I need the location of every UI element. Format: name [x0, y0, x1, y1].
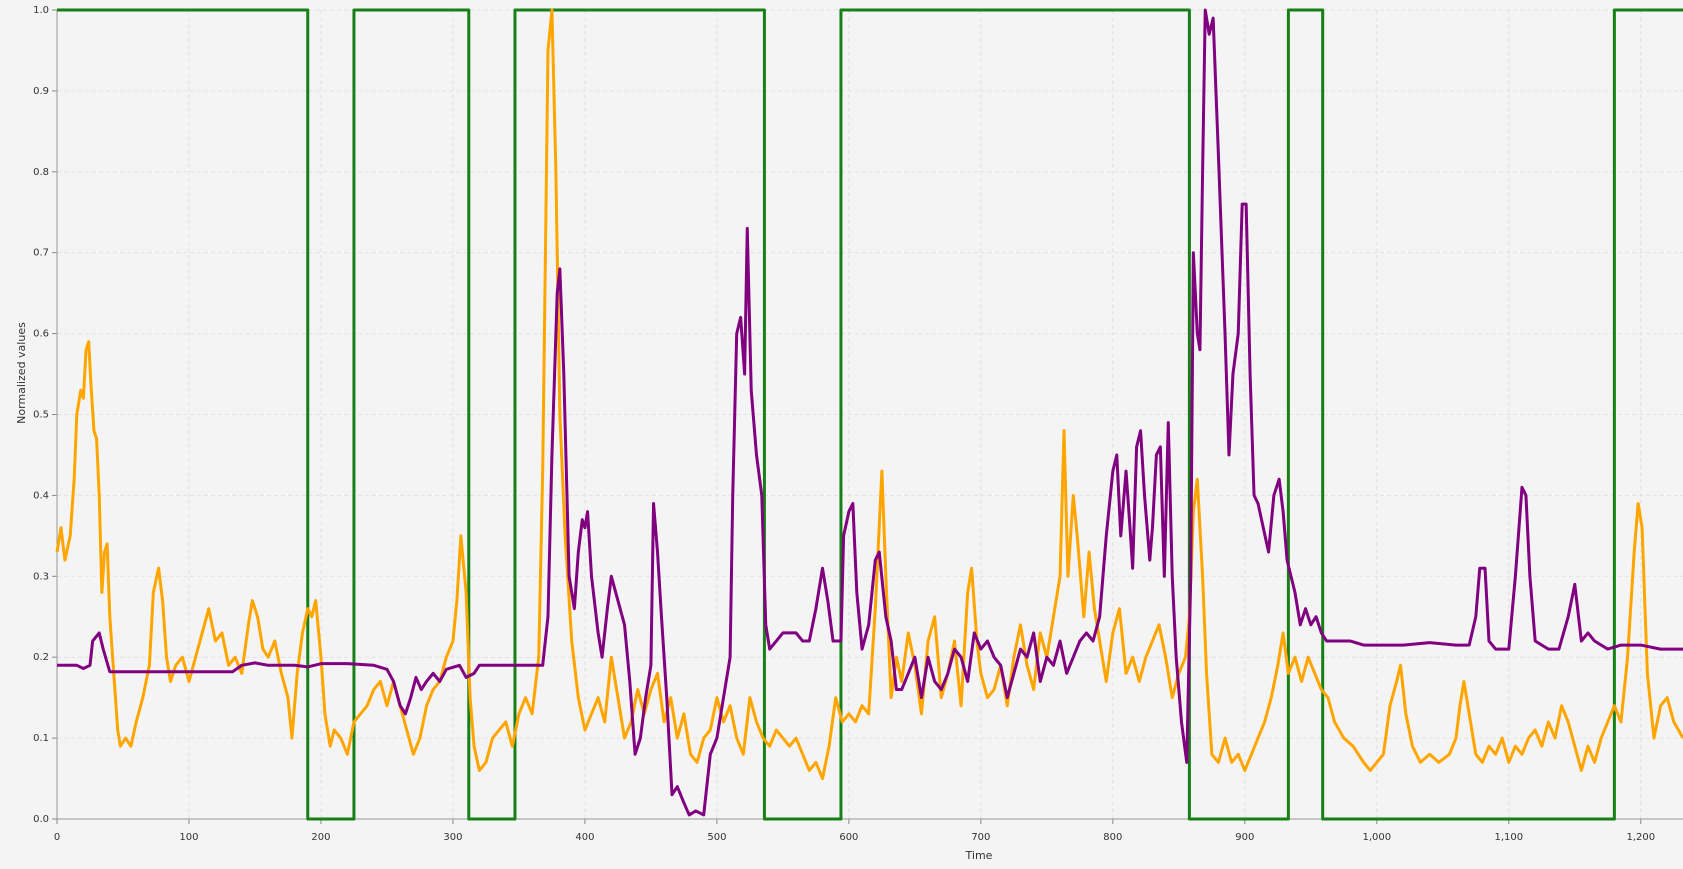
line — [57, 8, 1683, 821]
y-tick-label: 1.0 — [33, 5, 49, 16]
x-tick-label: 0 — [54, 832, 60, 843]
x-tick-label: 1,100 — [1494, 832, 1523, 843]
y-tick-label: 0.4 — [33, 490, 49, 501]
y-tick-label: 0.9 — [33, 86, 49, 97]
x-tick-label: 600 — [839, 832, 858, 843]
x-tick-label: 100 — [179, 832, 198, 843]
y-tick-label: 0.0 — [33, 814, 49, 825]
line — [55, 8, 1683, 781]
y-tick-label: 0.3 — [33, 571, 49, 582]
y-tick-label: 0.2 — [33, 652, 49, 663]
y-tick-label: 0.6 — [33, 329, 49, 340]
x-tick-label: 1,200 — [1626, 832, 1655, 843]
x-tick-label: 200 — [311, 832, 330, 843]
y-tick-label: 0.1 — [33, 733, 49, 744]
y-tick-label: 0.7 — [33, 248, 49, 259]
x-tick-label: 800 — [1103, 832, 1122, 843]
x-tick-label: 300 — [443, 832, 462, 843]
x-tick-label: 900 — [1235, 832, 1254, 843]
x-tick-label: 1,000 — [1362, 832, 1391, 843]
x-axis-title: Time — [965, 849, 993, 862]
y-tick-label: 0.5 — [33, 410, 49, 421]
y-tick-label: 0.8 — [33, 167, 49, 178]
x-tick-label: 400 — [575, 832, 594, 843]
x-tick-label: 700 — [971, 832, 990, 843]
y-axis-title: Normalized values — [15, 322, 28, 424]
line — [57, 8, 1683, 817]
x-tick-label: 500 — [707, 832, 726, 843]
